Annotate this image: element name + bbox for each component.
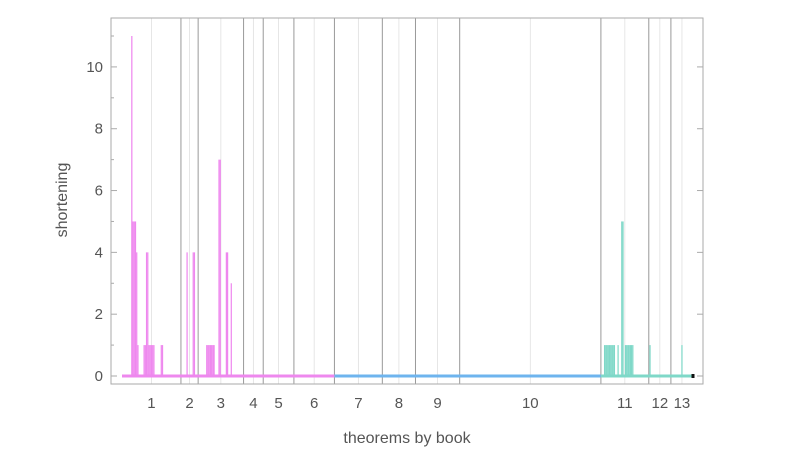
bar	[193, 252, 196, 376]
bar	[681, 345, 683, 376]
bar	[211, 345, 213, 376]
bar	[624, 345, 627, 376]
bar	[632, 345, 634, 376]
bar	[225, 252, 227, 376]
x-tick-label: 4	[249, 395, 257, 412]
x-tick-label: 6	[310, 395, 318, 412]
y-axis-label: shortening	[54, 163, 71, 238]
bar	[605, 345, 607, 376]
bar	[212, 345, 214, 376]
bar	[134, 221, 137, 376]
bar	[132, 221, 134, 376]
bar	[152, 345, 154, 376]
bar	[621, 221, 623, 376]
bar	[629, 345, 631, 376]
x-tick-label: 5	[274, 395, 282, 412]
plot-frame	[110, 17, 704, 385]
bar	[622, 221, 624, 376]
bar	[206, 345, 208, 376]
bars	[122, 36, 695, 378]
bar	[627, 345, 629, 376]
bar	[628, 345, 630, 376]
x-axis-ticks: 1 2 3 4 5 6 7 8 9 10 11 12 13	[147, 395, 690, 412]
y-tick-label: 4	[95, 244, 103, 261]
bar	[608, 345, 611, 376]
bar	[226, 252, 229, 376]
bar	[208, 345, 210, 376]
y-tick-label: 0	[95, 368, 103, 385]
x-tick-label: 12	[652, 395, 669, 412]
bar	[649, 345, 651, 376]
y-tick-label: 2	[95, 306, 103, 323]
x-tick-label: 13	[674, 395, 691, 412]
bar	[136, 252, 138, 376]
bar	[145, 252, 148, 376]
bar	[607, 345, 609, 376]
x-tick-label: 7	[354, 395, 362, 412]
bar	[144, 345, 146, 376]
bar	[133, 221, 135, 376]
x-tick-label: 1	[147, 395, 155, 412]
x-tick-label: 3	[217, 395, 225, 412]
bar	[148, 345, 150, 376]
bar	[213, 345, 215, 376]
y-tick-label: 10	[86, 59, 103, 76]
bar	[626, 345, 628, 376]
bar	[613, 345, 616, 376]
bar	[207, 345, 209, 376]
bar	[149, 345, 151, 376]
bar	[131, 36, 133, 376]
y-axis-ticks: 0 2 4 6 8 10	[86, 35, 703, 385]
bar	[219, 159, 221, 376]
x-tick-label: 2	[185, 395, 193, 412]
bar	[603, 345, 606, 376]
x-axis-label: theorems by book	[343, 430, 471, 447]
y-tick-label: 6	[95, 183, 103, 200]
bar	[153, 345, 155, 376]
x-tick-label: 8	[395, 395, 403, 412]
x-tick-label: 9	[433, 395, 441, 412]
y-tick-label: 8	[95, 121, 103, 138]
x-tick-label: 11	[617, 395, 633, 412]
bar	[137, 345, 139, 376]
bar	[610, 345, 612, 376]
bar	[161, 345, 164, 376]
bar	[209, 345, 212, 376]
end-marker	[691, 374, 695, 378]
bar	[143, 345, 145, 376]
bar	[218, 159, 220, 376]
bar	[617, 345, 619, 376]
bar	[147, 252, 149, 376]
bar	[150, 345, 153, 376]
bar	[186, 252, 188, 376]
x-tick-label: 10	[522, 395, 539, 412]
bar	[606, 345, 608, 376]
bar	[611, 345, 613, 376]
bar	[192, 252, 194, 376]
bar	[612, 345, 614, 376]
bar	[160, 345, 162, 376]
frame-rect	[110, 17, 704, 385]
bar	[230, 283, 232, 376]
bar	[630, 345, 633, 376]
book-boundary-lines	[151, 18, 683, 384]
